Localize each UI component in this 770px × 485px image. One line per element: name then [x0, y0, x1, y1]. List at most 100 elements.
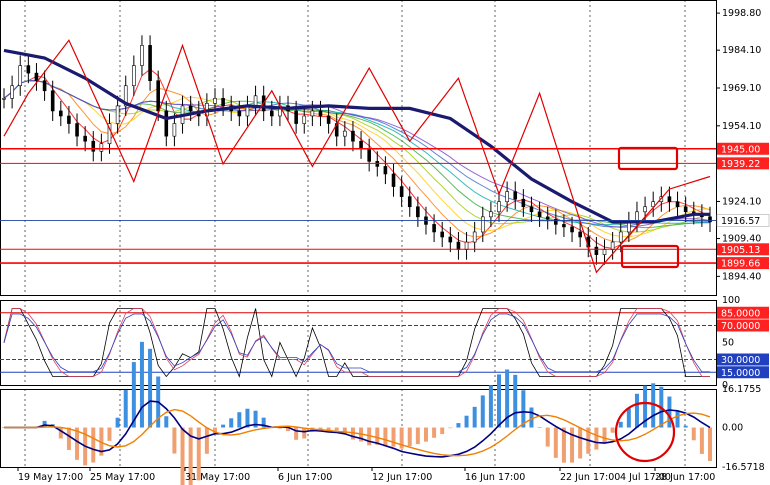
histogram-bar: [172, 427, 177, 454]
osc-level-box: [717, 353, 769, 366]
histogram-bar: [578, 427, 583, 459]
price-candle: [618, 231, 623, 243]
histogram-bar: [618, 421, 623, 428]
histogram-bar: [58, 427, 63, 439]
price-candle: [545, 216, 550, 220]
price-candle: [554, 219, 558, 225]
histogram-bar: [204, 427, 209, 454]
histogram-bar: [513, 374, 518, 428]
price-candle: [343, 130, 347, 137]
level-label: 1899.66: [721, 259, 760, 270]
price-candle: [91, 140, 96, 152]
time-tick-label: 31 May 17:00: [185, 472, 250, 483]
price-candle: [375, 161, 380, 167]
price-candle: [107, 123, 112, 145]
time-axis: 19 May 17:00 25 May 17:00 31 May 17:00 6 Ju…: [17, 467, 715, 483]
histogram-bar: [75, 427, 80, 460]
price-candle: [456, 241, 461, 250]
price-candle: [562, 224, 566, 228]
macd-line: [4, 400, 711, 458]
histogram-bar: [334, 427, 339, 431]
price-candle: [448, 236, 453, 243]
annotation-circle: [614, 401, 676, 463]
time-tick-label: 6 Jun 17:00: [278, 472, 332, 483]
price-candle: [529, 206, 534, 213]
time-tick-label: 4 Jul 17:00: [620, 472, 671, 483]
level-label: 1905.13: [721, 245, 760, 256]
price-candle: [123, 85, 128, 107]
price-candle: [667, 196, 672, 203]
price-candle: [10, 85, 14, 99]
histogram-bar: [286, 427, 291, 432]
time-tick-label: 25 May 17:00: [90, 472, 155, 483]
ma-ribbon-line: [3, 68, 711, 249]
histogram-bar: [302, 427, 307, 439]
ma-ribbon-line: [3, 80, 711, 243]
price-candle: [326, 115, 331, 124]
zigzag-line: [3, 39, 711, 274]
osc-level-label: 15.0000: [721, 368, 760, 379]
hist-tick-label: 0.00: [722, 423, 743, 434]
annotation-rectangle: [617, 146, 679, 171]
price-candle: [407, 196, 412, 208]
price-candle: [610, 241, 615, 250]
histogram-bar: [415, 427, 420, 445]
price-candle: [221, 98, 225, 107]
histogram-bar: [180, 427, 185, 485]
price-candle: [188, 105, 193, 112]
histogram-bar: [99, 427, 104, 456]
price-tick-label: 1954.10: [722, 121, 761, 132]
histogram-bar: [229, 418, 234, 428]
price-candle: [643, 206, 647, 213]
histogram-bar: [675, 411, 680, 428]
price-candle: [42, 80, 47, 92]
histogram-bar: [164, 416, 169, 428]
histogram-bar: [407, 427, 412, 447]
price-candle: [432, 224, 436, 233]
histogram-bar: [464, 415, 469, 428]
histogram-bar: [66, 427, 71, 450]
price-candle: [302, 115, 307, 124]
level-label-box: [717, 257, 769, 270]
price-axis: 1998.80 1984.10 1969.10 1954.10 1924.10 1909.…: [716, 8, 770, 473]
histogram-bar: [529, 407, 534, 428]
annotations: [614, 146, 680, 463]
price-candle: [537, 211, 542, 218]
histogram-bar: [683, 425, 688, 428]
histogram-bar: [521, 390, 526, 428]
price-candle: [521, 198, 526, 208]
price-candle: [683, 206, 688, 213]
price-candle: [50, 90, 55, 112]
osc-level-label: 70.0000: [721, 321, 760, 332]
histogram-bar: [553, 427, 558, 458]
histogram-bar: [561, 427, 566, 463]
histogram-bar: [626, 408, 631, 428]
histogram-bar: [505, 369, 510, 428]
price-tick-label: 1969.10: [722, 83, 761, 94]
histogram-bar: [399, 427, 404, 449]
price-candle: [26, 65, 31, 74]
time-tick-label: 12 Jun 17:00: [372, 472, 432, 483]
price-candle: [172, 123, 177, 137]
price-candle: [513, 191, 518, 200]
time-tick-label: 19 May 17:00: [18, 472, 83, 483]
price-candle: [318, 110, 323, 117]
price-candle: [570, 226, 574, 233]
price-candle: [213, 98, 217, 104]
histogram-panel: [0, 341, 717, 485]
price-candle: [132, 65, 136, 87]
histogram-bar: [91, 427, 96, 463]
current-price-box: [716, 214, 770, 227]
osc-level-box: [717, 319, 769, 332]
level-label-box: [717, 243, 769, 256]
histogram-bar: [545, 427, 550, 447]
histogram-bar: [448, 427, 453, 429]
price-candle: [472, 231, 477, 243]
price-candle: [416, 206, 420, 218]
osc-tick-label: 100: [722, 295, 740, 306]
price-candle: [294, 110, 298, 124]
osc-level-box: [717, 366, 769, 379]
histogram-bar: [139, 341, 144, 428]
histogram-bar: [261, 417, 266, 428]
